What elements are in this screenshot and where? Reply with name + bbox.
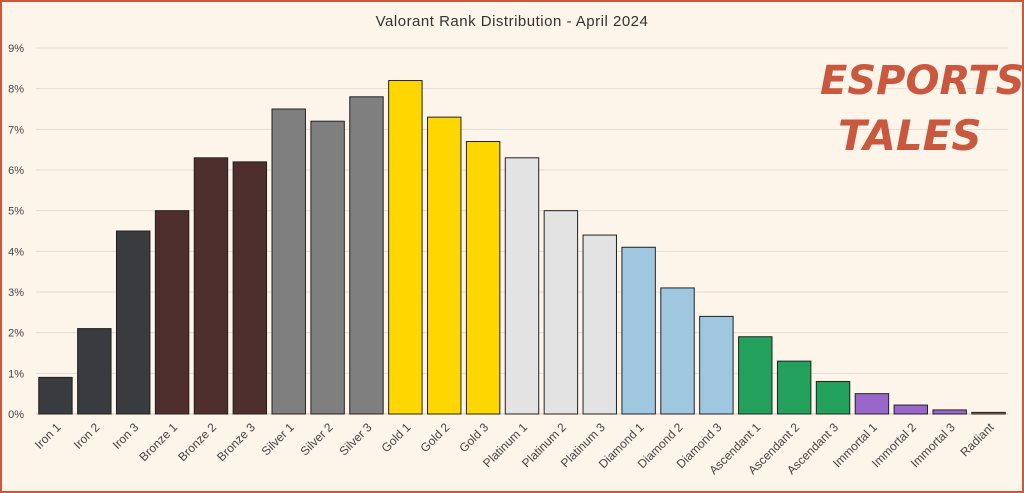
y-tick-label: 6%: [8, 165, 24, 177]
bar-gold-3: [465, 141, 501, 415]
bar-gold-1: [388, 80, 423, 415]
bar-radiant: [971, 411, 1006, 415]
x-tick-label: Gold 2: [417, 420, 452, 455]
y-tick-label: 5%: [8, 206, 24, 218]
bar-ascendant-3: [815, 380, 851, 415]
y-tick-label: 7%: [8, 124, 24, 136]
y-tick-label: 9%: [8, 43, 24, 55]
logo-line1: ESPORTS: [820, 58, 1024, 104]
bar-bronze-1: [154, 210, 190, 415]
y-tick-label: 3%: [8, 287, 24, 299]
bar-diamond-3: [699, 315, 734, 415]
bar-iron-2: [77, 328, 112, 415]
y-tick-label: 0%: [8, 409, 24, 421]
bar-immortal-2: [893, 404, 929, 415]
x-tick-label: Gold 1: [379, 420, 414, 455]
y-tick-label: 2%: [8, 328, 24, 340]
bar-diamond-1: [621, 246, 656, 415]
esports-tales-logo: ESPORTS TALES: [820, 58, 1024, 160]
x-tick-label: Iron 3: [110, 420, 142, 452]
bar-platinum-2: [543, 210, 579, 415]
bar-bronze-2: [193, 157, 229, 415]
bar-platinum-1: [504, 157, 540, 415]
bar-diamond-2: [660, 287, 695, 415]
bar-silver-3: [349, 96, 384, 415]
logo-line2: TALES: [838, 111, 982, 160]
bar-ascendant-2: [776, 360, 812, 415]
x-tick-label: Silver 3: [336, 420, 374, 458]
y-tick-label: 1%: [8, 368, 24, 380]
bar-immortal-3: [932, 409, 967, 415]
bar-bronze-3: [232, 161, 268, 415]
y-tick-label: 4%: [8, 246, 24, 258]
bar-silver-1: [271, 108, 306, 415]
x-tick-label: Bronze 3: [214, 420, 258, 464]
x-tick-label: Bronze 1: [136, 420, 180, 464]
bar-silver-2: [310, 120, 345, 415]
bar-ascendant-1: [738, 336, 773, 415]
x-tick-label: Iron 1: [32, 420, 64, 452]
bar-platinum-3: [582, 234, 617, 415]
x-tick-label: Gold 3: [456, 420, 491, 455]
x-tick-label: Silver 2: [298, 420, 336, 458]
y-tick-label: 8%: [8, 84, 24, 96]
chart-title: Valorant Rank Distribution - April 2024: [376, 13, 649, 30]
x-tick-label: Silver 1: [259, 420, 297, 458]
x-tick-label: Radiant: [958, 420, 998, 460]
bar-gold-2: [427, 116, 462, 415]
bar-iron-3: [115, 230, 151, 415]
x-tick-label: Bronze 2: [175, 420, 219, 464]
bar-iron-1: [38, 376, 73, 415]
x-tick-label: Iron 2: [71, 420, 103, 452]
bar-immortal-1: [854, 393, 890, 415]
